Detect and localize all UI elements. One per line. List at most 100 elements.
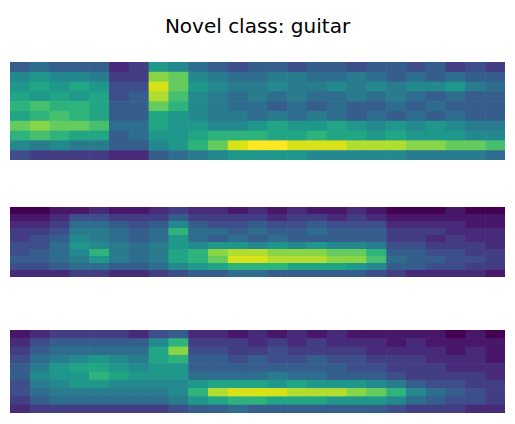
heatmap-cell bbox=[386, 91, 406, 101]
heatmap-cell bbox=[327, 131, 347, 141]
heatmap-cell bbox=[307, 380, 327, 389]
heatmap-cell bbox=[307, 388, 327, 397]
heatmap-cell bbox=[366, 330, 386, 339]
heatmap-cell bbox=[208, 111, 228, 121]
heatmap-cell bbox=[406, 396, 426, 405]
heatmap-cell bbox=[347, 338, 367, 347]
heatmap-cell bbox=[267, 396, 287, 405]
heatmap-cell bbox=[129, 150, 149, 160]
heatmap-cell bbox=[168, 330, 188, 339]
heatmap-cell bbox=[149, 256, 169, 264]
heatmap-cell bbox=[69, 235, 89, 243]
heatmap-cell bbox=[228, 263, 248, 271]
heatmap-cell bbox=[10, 347, 30, 356]
heatmap-cell bbox=[188, 242, 208, 250]
heatmap-cell bbox=[149, 388, 169, 397]
heatmap-cell bbox=[307, 82, 327, 92]
heatmap-cell bbox=[149, 242, 169, 250]
heatmap-cell bbox=[129, 207, 149, 215]
heatmap-cell bbox=[347, 221, 367, 229]
heatmap-cell bbox=[386, 101, 406, 111]
heatmap-cell bbox=[208, 150, 228, 160]
heatmap-cell bbox=[248, 363, 268, 372]
heatmap-cell bbox=[386, 131, 406, 141]
heatmap-cell bbox=[228, 355, 248, 364]
heatmap-cell bbox=[485, 405, 505, 413]
heatmap-cell bbox=[446, 355, 466, 364]
heatmap-cell bbox=[129, 396, 149, 405]
heatmap-cell bbox=[485, 235, 505, 243]
heatmap-cell bbox=[149, 380, 169, 389]
heatmap-cell bbox=[109, 372, 129, 381]
heatmap-cell bbox=[426, 214, 446, 222]
heatmap-cell bbox=[188, 214, 208, 222]
heatmap-cell bbox=[307, 228, 327, 236]
heatmap-cell bbox=[10, 338, 30, 347]
heatmap-cell bbox=[485, 62, 505, 72]
heatmap-cell bbox=[307, 91, 327, 101]
heatmap-cell bbox=[129, 355, 149, 364]
heatmap-cell bbox=[426, 121, 446, 131]
heatmap-cell bbox=[485, 242, 505, 250]
heatmap-cell bbox=[168, 355, 188, 364]
heatmap-cell bbox=[109, 388, 129, 397]
heatmap-cell bbox=[287, 256, 307, 264]
heatmap-cell bbox=[465, 405, 485, 413]
heatmap-cell bbox=[109, 214, 129, 222]
heatmap-cell bbox=[366, 347, 386, 356]
heatmap-cell bbox=[129, 263, 149, 271]
heatmap-cell bbox=[485, 131, 505, 141]
heatmap-cell bbox=[109, 256, 129, 264]
heatmap-cell bbox=[267, 405, 287, 413]
heatmap-cell bbox=[50, 131, 70, 141]
heatmap-cell bbox=[69, 242, 89, 250]
heatmap-cell bbox=[188, 355, 208, 364]
heatmap-cell bbox=[188, 330, 208, 339]
heatmap-cell bbox=[109, 380, 129, 389]
heatmap-cell bbox=[406, 140, 426, 150]
heatmap-cell bbox=[168, 235, 188, 243]
heatmap-cell bbox=[366, 405, 386, 413]
heatmap-cell bbox=[446, 101, 466, 111]
heatmap-cell bbox=[228, 235, 248, 243]
heatmap-cell bbox=[109, 405, 129, 413]
heatmap-cell bbox=[129, 242, 149, 250]
heatmap-cell bbox=[465, 355, 485, 364]
heatmap-cell bbox=[188, 396, 208, 405]
heatmap-cell bbox=[228, 131, 248, 141]
heatmap-cell bbox=[30, 214, 50, 222]
heatmap-cell bbox=[446, 380, 466, 389]
heatmap-cell bbox=[168, 372, 188, 381]
heatmap-cell bbox=[109, 111, 129, 121]
heatmap-cell bbox=[188, 263, 208, 271]
heatmap-cell bbox=[109, 91, 129, 101]
heatmap-cell bbox=[366, 355, 386, 364]
heatmap-cell bbox=[89, 72, 109, 82]
heatmap-cell bbox=[149, 372, 169, 381]
heatmap-cell bbox=[10, 372, 30, 381]
heatmap-cell bbox=[485, 347, 505, 356]
heatmap-cell bbox=[228, 380, 248, 389]
heatmap-cell bbox=[307, 235, 327, 243]
heatmap-cell bbox=[465, 91, 485, 101]
heatmap-cell bbox=[89, 121, 109, 131]
heatmap-cell bbox=[188, 270, 208, 277]
heatmap-cell bbox=[406, 214, 426, 222]
heatmap-cell bbox=[69, 330, 89, 339]
heatmap-cell bbox=[287, 405, 307, 413]
heatmap-cell bbox=[287, 228, 307, 236]
heatmap-cell bbox=[248, 131, 268, 141]
heatmap-cell bbox=[248, 228, 268, 236]
heatmap-cell bbox=[30, 388, 50, 397]
heatmap-cell bbox=[307, 256, 327, 264]
heatmap-cell bbox=[188, 62, 208, 72]
heatmap-cell bbox=[10, 111, 30, 121]
heatmap-cell bbox=[327, 72, 347, 82]
heatmap-cell bbox=[188, 235, 208, 243]
heatmap-cell bbox=[347, 249, 367, 257]
heatmap-cell bbox=[50, 249, 70, 257]
heatmap-cell bbox=[50, 150, 70, 160]
heatmap-cell bbox=[149, 363, 169, 372]
heatmap-cell bbox=[30, 380, 50, 389]
heatmap-cell bbox=[327, 214, 347, 222]
